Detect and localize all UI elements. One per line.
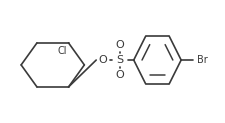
Text: O: O <box>115 70 124 80</box>
Text: S: S <box>116 55 124 65</box>
Text: O: O <box>115 40 124 50</box>
Text: Cl: Cl <box>58 46 67 56</box>
Text: O: O <box>99 55 108 65</box>
Text: Br: Br <box>198 55 208 65</box>
